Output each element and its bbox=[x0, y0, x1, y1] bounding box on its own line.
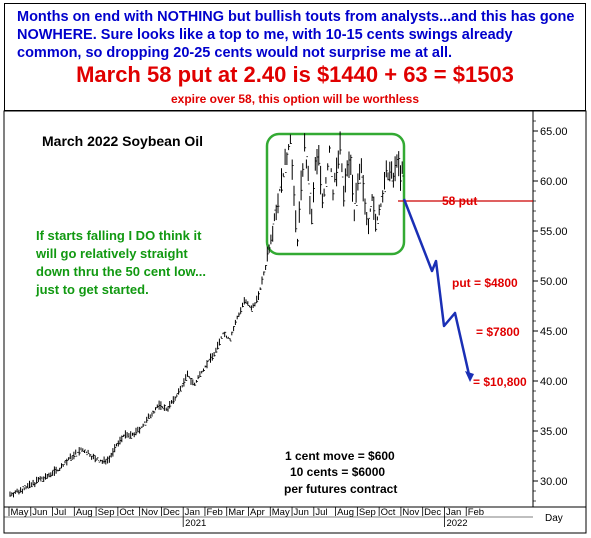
x-month-label: Dec bbox=[163, 507, 180, 518]
y-tick-label: 55.00 bbox=[540, 226, 568, 238]
contract-line-1: 1 cent move = $600 bbox=[285, 449, 395, 463]
x-month-label: Feb bbox=[206, 507, 222, 518]
comment-line-4: just to get started. bbox=[35, 282, 149, 297]
x-month-label: Feb bbox=[468, 507, 484, 518]
y-tick-label: 30.00 bbox=[540, 476, 568, 488]
x-month-label: Oct bbox=[381, 507, 396, 518]
y-tick-label: 35.00 bbox=[540, 426, 568, 438]
x-month-label: Sep bbox=[359, 507, 376, 518]
x-month-label: Jun bbox=[32, 507, 47, 518]
x-month-label: Nov bbox=[402, 507, 419, 518]
comment-line-1: If starts falling I DO think it bbox=[36, 228, 202, 243]
put-7800-label: = $7800 bbox=[476, 325, 520, 339]
y-tick-label: 40.00 bbox=[540, 376, 568, 388]
projection-line bbox=[402, 198, 472, 380]
x-month-label: Aug bbox=[76, 507, 93, 518]
x-month-label: Jul bbox=[315, 507, 327, 518]
chart-frame bbox=[3, 110, 587, 534]
put-4800-label: put = $4800 bbox=[452, 276, 518, 290]
x-month-label: Apr bbox=[250, 507, 265, 518]
x-month-label: Sep bbox=[98, 507, 115, 518]
x-month-label: Aug bbox=[337, 507, 354, 518]
x-month-label: Jun bbox=[294, 507, 309, 518]
x-year-label: 2022 bbox=[446, 518, 467, 529]
x-month-label: May bbox=[272, 507, 290, 518]
header-commentary: Months on end with NOTHING but bullish t… bbox=[17, 9, 575, 61]
x-month-label: Nov bbox=[141, 507, 158, 518]
x-month-label: Jan bbox=[446, 507, 461, 518]
x-axis-unit: Day bbox=[545, 513, 563, 524]
y-tick-label: 65.00 bbox=[540, 126, 568, 138]
y-tick-label: 45.00 bbox=[540, 326, 568, 338]
x-month-label: Oct bbox=[119, 507, 134, 518]
x-axis-ticks: May Jun Jul Aug Sep Oct Nov Dec Jan Feb Mar Apr May J… bbox=[4, 507, 533, 529]
top-consolidation-box bbox=[265, 132, 406, 256]
x-month-label: Jul bbox=[54, 507, 66, 518]
contract-line-2: 10 cents = $6000 bbox=[290, 465, 385, 479]
y-tick-label: 50.00 bbox=[540, 276, 568, 288]
contract-line-3: per futures contract bbox=[284, 482, 397, 496]
y-axis-ticks: 30.00 35.00 40.00 45.00 50.00 55.00 60.00 65.00 bbox=[533, 120, 568, 502]
header-put-cost: March 58 put at 2.40 is $1440 + 63 = $15… bbox=[76, 62, 514, 87]
projection-arrowhead bbox=[465, 371, 474, 382]
header-panel: Months on end with NOTHING but bullish t… bbox=[4, 3, 586, 111]
x-month-label: Jan bbox=[185, 507, 200, 518]
comment-line-2: will go relatively straight bbox=[35, 246, 188, 261]
x-year-label: 2021 bbox=[185, 518, 206, 529]
x-month-label: May bbox=[11, 507, 29, 518]
y-tick-label: 60.00 bbox=[540, 176, 568, 188]
x-month-label: Mar bbox=[228, 507, 244, 518]
x-month-label: Dec bbox=[424, 507, 441, 518]
put-58-label: 58 put bbox=[442, 194, 477, 208]
projection-path bbox=[402, 198, 474, 382]
header-expiry-note: expire over 58, this option will be wort… bbox=[170, 92, 420, 106]
chart-title: March 2022 Soybean Oil bbox=[42, 133, 203, 149]
price-bars bbox=[9, 131, 404, 498]
comment-line-3: down thru the 50 cent low... bbox=[36, 264, 206, 279]
put-10800-label: = $10,800 bbox=[473, 375, 527, 389]
